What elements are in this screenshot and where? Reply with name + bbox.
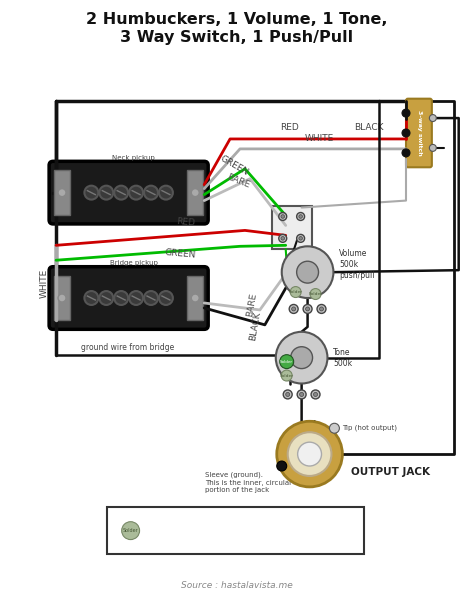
Text: BARE: BARE: [245, 292, 258, 317]
Text: Tone
500k: Tone 500k: [333, 347, 353, 368]
Circle shape: [114, 291, 128, 305]
Text: = location for ground: = location for ground: [145, 522, 248, 532]
Circle shape: [297, 390, 306, 399]
Text: Tip (hot output): Tip (hot output): [342, 425, 397, 431]
Circle shape: [299, 214, 302, 218]
Circle shape: [329, 423, 339, 433]
Circle shape: [292, 307, 296, 311]
Circle shape: [288, 432, 331, 476]
Circle shape: [281, 214, 284, 218]
Text: OUTPUT JACK: OUTPUT JACK: [351, 467, 430, 477]
Text: (earth) connections.: (earth) connections.: [145, 535, 244, 544]
Circle shape: [114, 186, 128, 199]
Circle shape: [144, 291, 158, 305]
Circle shape: [402, 149, 410, 157]
Circle shape: [277, 461, 287, 471]
Text: Sleeve (ground).
This is the inner, circular
portion of the jack: Sleeve (ground). This is the inner, circ…: [205, 472, 292, 494]
Text: Source : hastalavista.me: Source : hastalavista.me: [181, 581, 293, 590]
Text: Solder: Solder: [309, 292, 322, 296]
Circle shape: [297, 234, 305, 243]
Text: BLACK: BLACK: [355, 123, 384, 132]
Circle shape: [100, 291, 113, 305]
Text: RED: RED: [175, 217, 195, 228]
FancyBboxPatch shape: [49, 267, 208, 329]
Text: Neck pickup: Neck pickup: [112, 155, 155, 161]
Circle shape: [319, 307, 324, 311]
Text: BARE: BARE: [225, 173, 251, 190]
Text: WHITE: WHITE: [305, 134, 334, 143]
Circle shape: [289, 304, 298, 313]
Circle shape: [282, 246, 333, 298]
Circle shape: [402, 109, 410, 117]
Text: GREEN: GREEN: [164, 249, 196, 260]
Circle shape: [290, 286, 301, 298]
Bar: [187, 276, 203, 320]
Text: ground wire from bridge: ground wire from bridge: [81, 343, 174, 352]
Text: Solder: Solder: [280, 359, 293, 364]
Text: WHITE: WHITE: [40, 268, 49, 298]
Circle shape: [299, 237, 302, 240]
Circle shape: [306, 307, 310, 311]
Circle shape: [279, 234, 287, 243]
Circle shape: [129, 186, 143, 199]
Circle shape: [159, 186, 173, 199]
Circle shape: [300, 392, 304, 397]
Bar: [54, 170, 70, 215]
Text: Volume
500k
push/pull: Volume 500k push/pull: [339, 249, 375, 280]
Circle shape: [100, 186, 113, 199]
Circle shape: [58, 294, 66, 302]
Circle shape: [281, 370, 292, 381]
Text: Solder: Solder: [280, 374, 294, 377]
Circle shape: [291, 347, 312, 368]
FancyBboxPatch shape: [107, 507, 364, 555]
Circle shape: [286, 392, 290, 397]
Circle shape: [159, 291, 173, 305]
Circle shape: [84, 291, 98, 305]
Text: Solder: Solder: [123, 528, 138, 533]
Text: Bridge pickup: Bridge pickup: [109, 260, 157, 266]
Circle shape: [313, 392, 318, 397]
Text: RED: RED: [280, 123, 299, 132]
Circle shape: [283, 390, 292, 399]
Circle shape: [122, 522, 139, 540]
Circle shape: [280, 355, 294, 368]
Circle shape: [277, 421, 342, 487]
Circle shape: [191, 189, 199, 196]
Circle shape: [279, 213, 287, 220]
Circle shape: [191, 294, 199, 302]
Text: GREEN: GREEN: [218, 154, 250, 177]
Circle shape: [317, 304, 326, 313]
Circle shape: [276, 332, 328, 383]
Text: Solder: Solder: [289, 290, 303, 294]
Circle shape: [84, 186, 98, 199]
Circle shape: [303, 304, 312, 313]
Circle shape: [310, 289, 321, 300]
Circle shape: [58, 189, 66, 196]
Circle shape: [297, 213, 305, 220]
Text: 3-way switch: 3-way switch: [418, 110, 422, 156]
Circle shape: [298, 442, 321, 466]
FancyBboxPatch shape: [406, 99, 432, 167]
Circle shape: [281, 237, 284, 240]
Text: 2 Humbuckers, 1 Volume, 1 Tone,
3 Way Switch, 1 Push/Pull: 2 Humbuckers, 1 Volume, 1 Tone, 3 Way Sw…: [86, 12, 388, 46]
Circle shape: [144, 186, 158, 199]
Circle shape: [429, 144, 437, 152]
FancyBboxPatch shape: [49, 161, 208, 224]
Text: BLACK: BLACK: [248, 310, 262, 341]
Bar: [187, 170, 203, 215]
Circle shape: [297, 261, 319, 283]
Circle shape: [402, 129, 410, 137]
Circle shape: [311, 390, 320, 399]
Bar: [54, 276, 70, 320]
FancyBboxPatch shape: [272, 205, 311, 249]
Circle shape: [129, 291, 143, 305]
Circle shape: [429, 114, 437, 122]
